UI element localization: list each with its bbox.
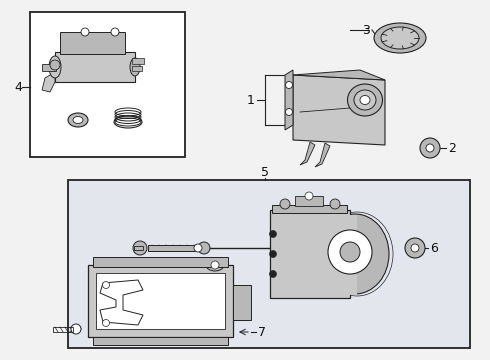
Circle shape xyxy=(111,28,119,36)
Ellipse shape xyxy=(381,27,419,49)
Text: 3: 3 xyxy=(362,23,370,36)
Bar xyxy=(325,215,357,295)
Polygon shape xyxy=(293,70,385,80)
Circle shape xyxy=(102,320,109,327)
Text: 2: 2 xyxy=(448,141,456,154)
Bar xyxy=(42,64,56,71)
Circle shape xyxy=(305,192,313,200)
Bar xyxy=(272,205,347,213)
Circle shape xyxy=(270,230,276,238)
Bar xyxy=(88,265,233,337)
Circle shape xyxy=(270,251,276,257)
Circle shape xyxy=(420,138,440,158)
Circle shape xyxy=(211,261,219,269)
Text: 1: 1 xyxy=(247,94,255,107)
Bar xyxy=(96,273,225,329)
Circle shape xyxy=(198,242,210,254)
Bar xyxy=(30,12,185,157)
Circle shape xyxy=(405,238,425,258)
Ellipse shape xyxy=(347,84,383,116)
Ellipse shape xyxy=(130,58,140,76)
Ellipse shape xyxy=(354,90,376,110)
Bar xyxy=(93,257,228,267)
Polygon shape xyxy=(315,143,330,167)
Polygon shape xyxy=(300,142,315,165)
Circle shape xyxy=(50,60,60,70)
Ellipse shape xyxy=(49,56,61,78)
Bar xyxy=(55,52,135,82)
Bar xyxy=(60,32,125,54)
Bar xyxy=(68,180,470,348)
Circle shape xyxy=(81,28,89,36)
Circle shape xyxy=(102,282,109,288)
Circle shape xyxy=(194,244,202,252)
Bar xyxy=(148,245,200,251)
Circle shape xyxy=(411,244,419,252)
Text: 7: 7 xyxy=(258,325,266,338)
Bar xyxy=(270,210,350,298)
Circle shape xyxy=(286,108,293,116)
Ellipse shape xyxy=(321,214,389,294)
Ellipse shape xyxy=(360,95,370,104)
Circle shape xyxy=(133,241,147,255)
Circle shape xyxy=(270,270,276,278)
Bar xyxy=(93,337,228,345)
Text: 4: 4 xyxy=(14,81,22,94)
Circle shape xyxy=(328,230,372,274)
Bar xyxy=(132,66,142,71)
Polygon shape xyxy=(293,75,385,145)
Polygon shape xyxy=(42,72,55,92)
Bar xyxy=(233,285,251,320)
Circle shape xyxy=(286,81,293,89)
Bar xyxy=(132,58,144,64)
Ellipse shape xyxy=(374,23,426,53)
Bar xyxy=(53,327,73,332)
Circle shape xyxy=(426,144,434,152)
Circle shape xyxy=(71,324,81,334)
Ellipse shape xyxy=(73,117,83,123)
Circle shape xyxy=(330,199,340,209)
Bar xyxy=(295,196,323,206)
Bar xyxy=(134,246,143,250)
Ellipse shape xyxy=(68,113,88,127)
Polygon shape xyxy=(285,70,293,130)
Text: 6: 6 xyxy=(430,242,438,255)
Circle shape xyxy=(280,199,290,209)
Ellipse shape xyxy=(206,259,224,271)
Circle shape xyxy=(340,242,360,262)
Text: 5: 5 xyxy=(261,166,269,179)
